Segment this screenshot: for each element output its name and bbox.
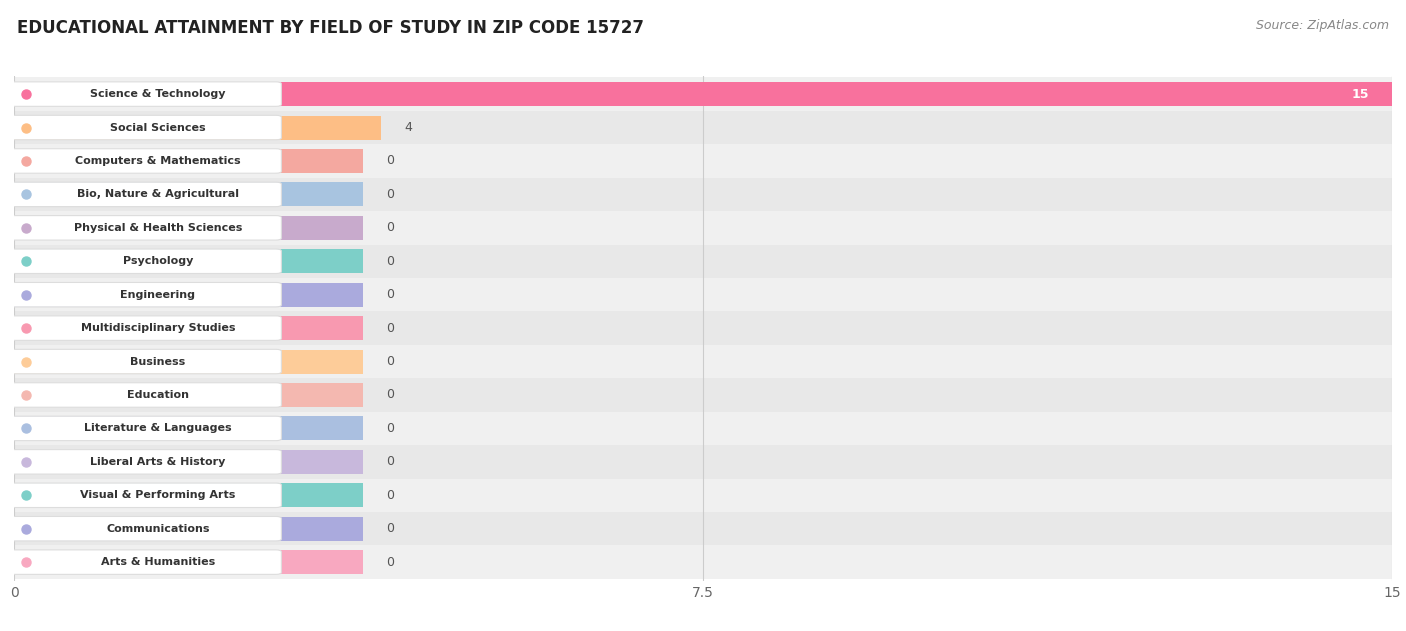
Bar	[14, 445, 1392, 478]
FancyBboxPatch shape	[8, 483, 281, 507]
Text: 0: 0	[387, 155, 394, 167]
Bar	[14, 478, 1392, 512]
Text: 0: 0	[387, 522, 394, 535]
Text: 15: 15	[1351, 88, 1369, 100]
Bar	[14, 216, 363, 240]
Bar	[14, 517, 363, 541]
Text: 0: 0	[387, 489, 394, 502]
Bar	[14, 115, 381, 139]
Bar	[14, 245, 1392, 278]
Bar	[14, 550, 363, 574]
Bar	[14, 483, 363, 507]
Text: 0: 0	[387, 556, 394, 569]
Bar	[14, 316, 363, 340]
FancyBboxPatch shape	[8, 82, 281, 107]
Text: 0: 0	[387, 255, 394, 268]
FancyBboxPatch shape	[8, 516, 281, 541]
Text: Visual & Performing Arts: Visual & Performing Arts	[80, 490, 236, 500]
Bar	[14, 350, 363, 374]
FancyBboxPatch shape	[8, 249, 281, 273]
FancyBboxPatch shape	[8, 182, 281, 206]
FancyBboxPatch shape	[8, 283, 281, 307]
Text: Communications: Communications	[105, 524, 209, 534]
FancyBboxPatch shape	[8, 450, 281, 474]
Bar	[14, 78, 1392, 111]
Text: Education: Education	[127, 390, 188, 400]
Bar	[14, 211, 1392, 245]
Bar	[14, 345, 1392, 378]
Text: 0: 0	[387, 422, 394, 435]
Bar	[14, 411, 1392, 445]
Bar	[14, 82, 1392, 106]
Text: 0: 0	[387, 188, 394, 201]
FancyBboxPatch shape	[8, 383, 281, 407]
Bar	[14, 378, 1392, 411]
FancyBboxPatch shape	[8, 149, 281, 173]
Bar	[14, 283, 363, 307]
FancyBboxPatch shape	[8, 316, 281, 340]
Text: Bio, Nature & Agricultural: Bio, Nature & Agricultural	[77, 189, 239, 199]
Bar	[14, 178, 1392, 211]
Bar	[14, 278, 1392, 312]
Text: Psychology: Psychology	[122, 256, 193, 266]
Text: Social Sciences: Social Sciences	[110, 122, 205, 133]
Bar	[14, 182, 363, 206]
Bar	[14, 383, 363, 407]
Text: 0: 0	[387, 456, 394, 468]
Bar	[14, 450, 363, 474]
Text: Multidisciplinary Studies: Multidisciplinary Studies	[80, 323, 235, 333]
Text: Liberal Arts & History: Liberal Arts & History	[90, 457, 225, 467]
Text: Arts & Humanities: Arts & Humanities	[101, 557, 215, 567]
Text: 4: 4	[405, 121, 412, 134]
Bar	[14, 512, 1392, 545]
FancyBboxPatch shape	[8, 416, 281, 440]
Text: Business: Business	[131, 357, 186, 367]
Text: Engineering: Engineering	[121, 290, 195, 300]
Bar	[14, 416, 363, 440]
FancyBboxPatch shape	[8, 115, 281, 140]
Bar	[14, 149, 363, 173]
Text: 0: 0	[387, 322, 394, 334]
Text: Physical & Health Sciences: Physical & Health Sciences	[73, 223, 242, 233]
FancyBboxPatch shape	[8, 216, 281, 240]
Bar	[14, 249, 363, 273]
Text: Science & Technology: Science & Technology	[90, 89, 225, 99]
Text: Source: ZipAtlas.com: Source: ZipAtlas.com	[1256, 19, 1389, 32]
FancyBboxPatch shape	[8, 350, 281, 374]
Bar	[14, 111, 1392, 144]
Text: 0: 0	[387, 288, 394, 301]
Text: EDUCATIONAL ATTAINMENT BY FIELD OF STUDY IN ZIP CODE 15727: EDUCATIONAL ATTAINMENT BY FIELD OF STUDY…	[17, 19, 644, 37]
Text: 0: 0	[387, 389, 394, 401]
Text: Computers & Mathematics: Computers & Mathematics	[75, 156, 240, 166]
Text: 0: 0	[387, 355, 394, 368]
Bar	[14, 144, 1392, 178]
FancyBboxPatch shape	[8, 550, 281, 574]
Text: Literature & Languages: Literature & Languages	[84, 423, 232, 433]
Bar	[14, 312, 1392, 345]
Bar	[14, 545, 1392, 579]
Text: 0: 0	[387, 221, 394, 234]
